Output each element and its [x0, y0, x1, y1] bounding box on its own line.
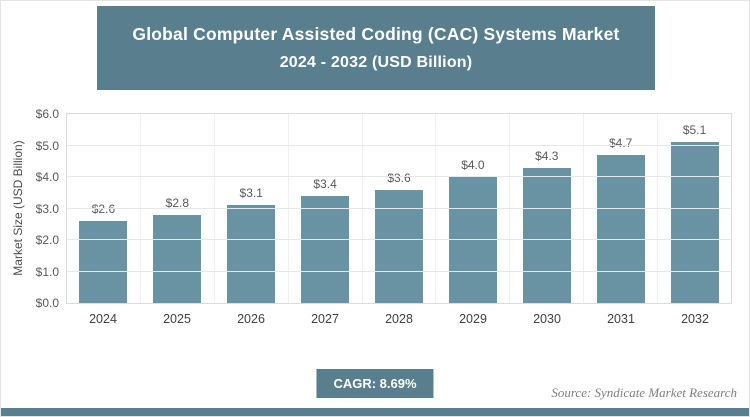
chart-title-line2: 2024 - 2032 (USD Billion) [279, 54, 473, 71]
bar-cell: $2.6 [67, 114, 141, 303]
x-axis-labels: 2024 2025 2026 2027 2028 2029 2030 2031 2032 [66, 312, 732, 326]
bars-container: $2.6 $2.8 $3.1 $3.4 $3.6 $4.0 $4.3 $4.7 $5.1 [67, 114, 731, 303]
chart-title-banner: Global Computer Assisted Coding (CAC) Sy… [97, 6, 655, 90]
bar-cell: $3.4 [289, 114, 363, 303]
x-tick-label: 2031 [607, 312, 635, 326]
bar-cell: $5.1 [658, 114, 731, 303]
gridline [67, 176, 731, 177]
bar-value-label: $4.7 [608, 135, 633, 150]
chart-title-line1: Global Computer Assisted Coding (CAC) Sy… [132, 24, 620, 44]
plot-area: $2.6 $2.8 $3.1 $3.4 $3.6 $4.0 $4.3 $4.7 $5.1 $0.… [36, 107, 732, 310]
y-tick-label: $6.0 [35, 107, 59, 121]
bar-cell: $3.1 [215, 114, 289, 303]
x-tick-label: 2027 [311, 312, 339, 326]
gridline [67, 239, 731, 240]
bar: $3.6 [374, 171, 424, 303]
bar: $4.0 [448, 158, 497, 303]
y-tick-label: $4.0 [35, 170, 59, 184]
x-tick-label: 2029 [459, 312, 487, 326]
y-tick-label: $1.0 [35, 264, 59, 279]
x-tick-label: 2024 [89, 312, 117, 326]
x-tick-label: 2026 [237, 312, 265, 326]
bar: $2.6 [79, 202, 128, 303]
y-tick-label: $2.0 [35, 233, 59, 247]
bar: $4.3 [522, 149, 571, 303]
bar-value-label: $4.0 [461, 158, 485, 172]
bar: $3.1 [227, 186, 276, 303]
bar-cell: $4.0 [436, 114, 511, 303]
cagr-badge: CAGR: 8.69% [316, 369, 434, 398]
bottom-accent-strip [1, 408, 749, 416]
x-tick-label: 2028 [385, 312, 413, 326]
bar-cell: $4.7 [584, 114, 659, 303]
y-tick-label: $3.0 [35, 201, 59, 216]
x-tick-label: 2032 [681, 312, 709, 326]
bar-value-label: $3.1 [239, 186, 263, 201]
bar-value-label: $3.4 [313, 176, 337, 191]
bar-value-label: $2.6 [91, 202, 116, 217]
gridline [67, 207, 731, 209]
y-tick-label: $5.0 [35, 138, 59, 153]
gridline [67, 144, 731, 146]
y-tick-label: $0.0 [35, 296, 59, 310]
bar-cell: $4.3 [510, 114, 585, 303]
bar: $3.4 [301, 177, 350, 303]
x-tick-label: 2030 [533, 312, 561, 326]
bar-cell: $3.6 [363, 114, 437, 303]
bar: $2.8 [153, 196, 202, 303]
bar: $4.7 [596, 136, 645, 303]
bar-cell: $2.8 [141, 114, 215, 303]
bar-value-label: $5.1 [682, 123, 707, 138]
bar-value-label: $2.8 [165, 195, 190, 210]
bar-value-label: $4.3 [535, 148, 559, 163]
source-credit: Source: Syndicate Market Research [551, 385, 737, 400]
gridline [67, 270, 731, 272]
bar-value-label: $3.6 [387, 170, 411, 185]
x-tick-label: 2025 [163, 312, 191, 326]
bar: $5.1 [670, 123, 719, 303]
